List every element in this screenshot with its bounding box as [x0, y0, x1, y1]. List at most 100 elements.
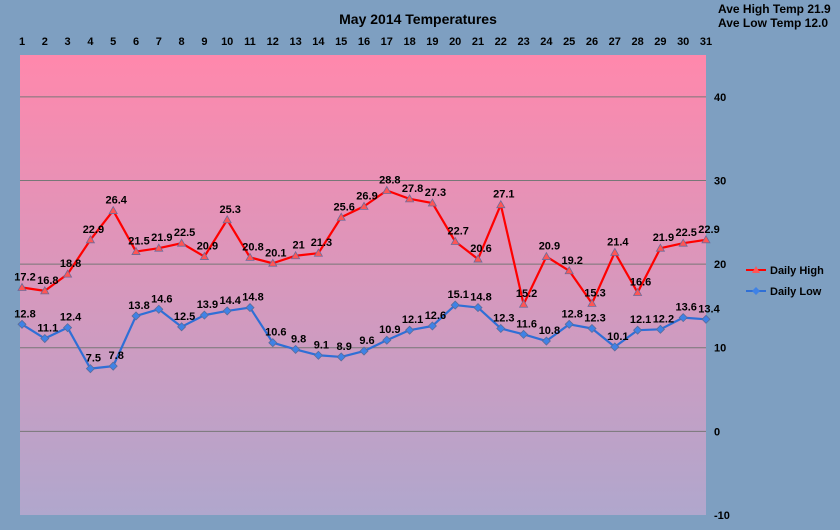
high-point [587, 298, 597, 307]
high-point [17, 282, 27, 291]
low-point [633, 325, 643, 335]
x-tick-label: 6 [133, 36, 139, 48]
legend-low-label: Daily Low [770, 286, 822, 298]
x-tick-label: 14 [312, 36, 325, 48]
low-point [245, 303, 255, 313]
x-tick-label: 29 [654, 36, 666, 48]
high-point [313, 248, 324, 257]
high-point [473, 254, 483, 263]
x-tick-label: 1 [19, 36, 25, 48]
legend-high-label: Daily High [770, 265, 824, 277]
high-data-label: 26.9 [356, 190, 377, 202]
low-data-label: 12.3 [584, 312, 605, 324]
low-point [541, 336, 551, 346]
low-point [17, 319, 27, 329]
low-data-label: 12.8 [561, 308, 582, 320]
low-point [587, 323, 597, 334]
low-data-label: 7.8 [109, 350, 124, 362]
x-tick-label: 20 [449, 36, 461, 48]
low-data-label: 10.6 [265, 327, 286, 339]
x-tick-label: 31 [700, 36, 712, 48]
high-point [290, 250, 301, 260]
high-point [40, 286, 50, 295]
low-data-label: 14.4 [219, 295, 241, 307]
low-data-label: 10.1 [607, 331, 628, 343]
low-point [496, 323, 506, 334]
high-point [245, 252, 255, 261]
high-data-label: 17.2 [14, 272, 35, 284]
low-point [40, 333, 50, 344]
high-data-label: 22.9 [698, 224, 719, 236]
x-tick-label: 9 [201, 36, 207, 48]
high-data-label: 22.5 [675, 227, 696, 239]
high-data-label: 20.8 [242, 241, 263, 253]
low-point [405, 325, 415, 335]
low-point [610, 342, 620, 352]
high-point [404, 194, 415, 203]
low-point [473, 303, 483, 313]
high-data-label: 18.8 [60, 258, 81, 270]
x-tick-label: 27 [609, 36, 621, 48]
high-data-label: 16.8 [37, 275, 58, 287]
y-tick-label: -10 [714, 510, 730, 522]
y-tick-label: 40 [714, 92, 726, 104]
high-point [131, 246, 141, 255]
x-tick-label: 26 [586, 36, 598, 48]
high-data-label: 27.1 [493, 189, 514, 201]
low-data-label: 10.9 [379, 324, 400, 336]
low-point [655, 324, 665, 334]
low-data-label: 9.6 [359, 335, 374, 347]
high-point [62, 269, 73, 278]
low-data-label: 7.5 [86, 353, 101, 365]
high-data-label: 19.2 [561, 255, 582, 267]
high-point [108, 205, 118, 214]
low-point [450, 300, 460, 310]
high-point [701, 235, 711, 244]
x-tick-label: 11 [244, 36, 256, 48]
high-point [632, 287, 643, 296]
high-point [176, 238, 187, 247]
y-tick-label: 0 [714, 426, 720, 438]
x-tick-label: 13 [289, 36, 301, 48]
low-point [519, 329, 529, 339]
high-data-label: 21 [292, 240, 304, 252]
low-point [359, 346, 369, 356]
low-point [154, 304, 164, 314]
legend-low-marker [752, 287, 760, 295]
low-point [313, 350, 323, 360]
y-tick-label: 20 [714, 259, 726, 271]
high-point [268, 258, 278, 267]
low-data-label: 14.8 [242, 292, 263, 304]
high-point [610, 247, 620, 256]
high-data-label: 22.9 [83, 224, 104, 236]
low-point [336, 352, 346, 362]
x-tick-label: 22 [495, 36, 507, 48]
high-data-label: 21.9 [151, 232, 172, 244]
x-tick-label: 24 [540, 36, 553, 48]
low-data-label: 12.2 [653, 313, 674, 325]
low-point [268, 338, 278, 348]
high-point [199, 251, 210, 260]
low-data-label: 10.8 [539, 325, 560, 337]
high-data-label: 26.4 [105, 195, 127, 207]
low-point [564, 319, 574, 329]
high-data-label: 16.6 [630, 277, 651, 289]
x-tick-label: 30 [677, 36, 689, 48]
x-tick-label: 3 [65, 36, 71, 48]
x-tick-label: 17 [381, 36, 393, 48]
plot-area [20, 55, 706, 515]
low-data-label: 12.4 [60, 312, 82, 324]
ave-low-stat: Ave Low Temp 12.0 [718, 16, 828, 30]
high-data-label: 20.1 [265, 247, 286, 259]
x-tick-label: 18 [403, 36, 415, 48]
low-data-label: 11.1 [37, 323, 58, 335]
low-data-label: 13.9 [197, 299, 218, 311]
x-tick-label: 2 [42, 36, 48, 48]
high-data-label: 20.9 [539, 241, 560, 253]
low-point [291, 344, 301, 354]
low-data-label: 11.6 [516, 318, 537, 330]
low-data-label: 13.6 [675, 302, 696, 314]
high-data-label: 15.3 [584, 287, 605, 299]
low-point [131, 311, 141, 321]
